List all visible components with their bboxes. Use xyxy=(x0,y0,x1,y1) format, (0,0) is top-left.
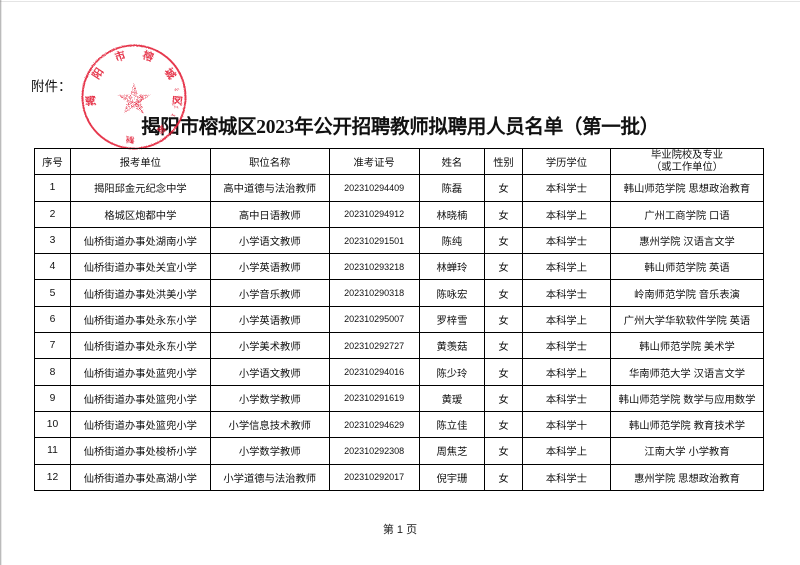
svg-text:市: 市 xyxy=(113,48,128,64)
svg-text:1: 1 xyxy=(169,112,176,117)
svg-text:监: 监 xyxy=(155,124,168,137)
svg-text:制: 制 xyxy=(126,135,135,146)
svg-text:1: 1 xyxy=(172,105,179,109)
svg-text:阳: 阳 xyxy=(90,66,106,81)
svg-text:2: 2 xyxy=(173,88,179,92)
svg-text:榕: 榕 xyxy=(141,48,156,64)
svg-text:0: 0 xyxy=(173,97,179,100)
svg-text:揭: 揭 xyxy=(84,95,98,107)
